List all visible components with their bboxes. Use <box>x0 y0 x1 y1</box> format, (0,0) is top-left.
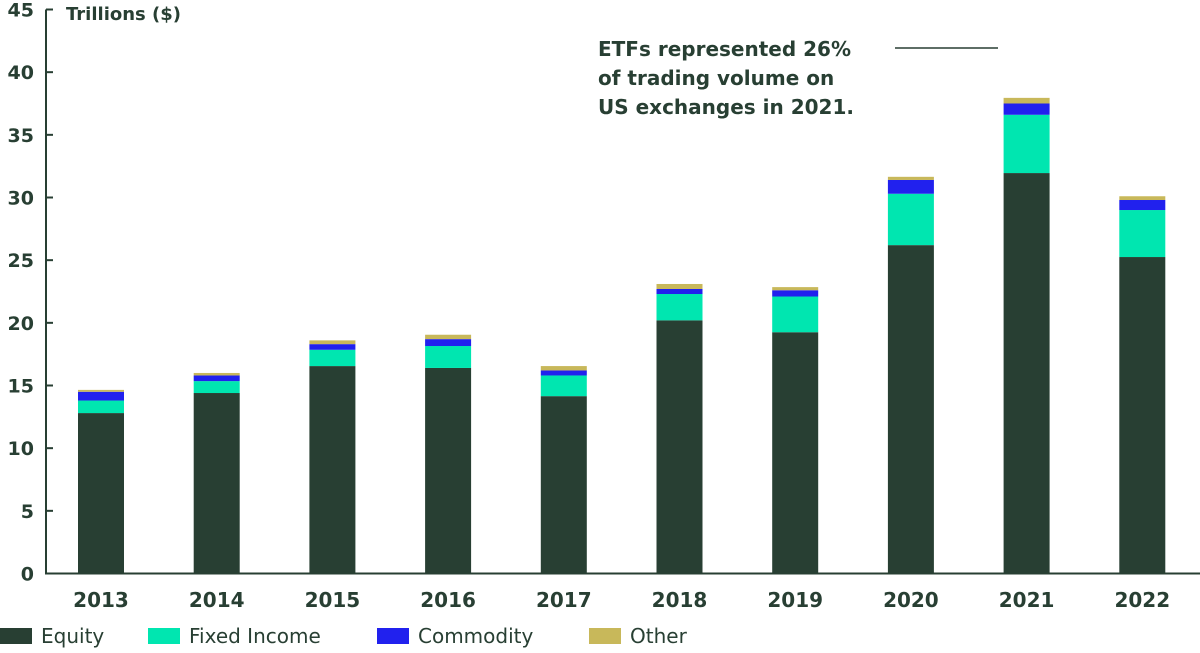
legend-item-commodity: Commodity <box>377 624 533 648</box>
bar-commodity-2019 <box>772 290 819 297</box>
bar-commodity-2013 <box>78 391 124 401</box>
bar-other-2015 <box>309 340 356 345</box>
bar-stack-2017 <box>540 366 587 574</box>
bar-equity-2016 <box>425 367 472 574</box>
y-tick-label: 15 <box>8 376 34 398</box>
legend-item-other: Other <box>589 624 688 648</box>
legend-label: Fixed Income <box>189 624 321 648</box>
legend-label: Equity <box>41 624 104 648</box>
y-tick-label: 0 <box>21 564 34 586</box>
bar-other-2014 <box>193 372 240 376</box>
bar-commodity-2018 <box>656 288 703 295</box>
x-tick-label: 2014 <box>189 588 245 612</box>
bar-fixed-income-2020 <box>887 193 934 246</box>
bar-equity-2021 <box>1003 173 1050 574</box>
annotation-text-line: of trading volume on <box>598 66 834 90</box>
bar-other-2019 <box>772 287 819 291</box>
bar-stack-2013 <box>78 389 124 574</box>
bar-stack-2016 <box>425 334 472 574</box>
legend-label: Commodity <box>418 624 533 648</box>
x-tick-label: 2021 <box>999 588 1055 612</box>
bar-stack-2022 <box>1119 196 1166 574</box>
x-tick-label: 2020 <box>883 588 939 612</box>
bar-stack-2014 <box>193 372 240 574</box>
bar-fixed-income-2014 <box>193 381 240 394</box>
bar-equity-2014 <box>193 393 240 574</box>
bar-commodity-2017 <box>540 370 587 376</box>
y-axis: 0 5 10 15 20 25 30 35 40 45 <box>8 0 53 586</box>
bar-fixed-income-2015 <box>309 349 356 367</box>
legend-item-equity: Equity <box>0 624 104 648</box>
bar-stack-2021 <box>1003 97 1050 574</box>
bar-other-2013 <box>78 389 124 392</box>
y-tick-label: 35 <box>8 125 34 147</box>
bar-commodity-2021 <box>1003 103 1050 115</box>
x-tick-label: 2016 <box>420 588 476 612</box>
bar-other-2017 <box>540 366 587 371</box>
bar-fixed-income-2018 <box>656 294 703 321</box>
y-tick-label: 5 <box>21 501 34 523</box>
bar-other-2022 <box>1119 196 1166 201</box>
annotation: ETFs represented 26% of trading volume on… <box>598 37 998 119</box>
y-axis-unit-label: Trillions ($) <box>66 4 181 25</box>
bar-commodity-2020 <box>887 179 934 194</box>
bar-fixed-income-2013 <box>78 400 124 414</box>
bar-equity-2018 <box>656 320 703 574</box>
annotation-text-line: US exchanges in 2021. <box>598 95 854 119</box>
bars <box>78 97 1166 574</box>
bar-commodity-2022 <box>1119 200 1166 211</box>
annotation-text-line: ETFs represented 26% <box>598 37 851 61</box>
x-tick-label: 2018 <box>652 588 708 612</box>
legend-swatch <box>0 628 32 644</box>
bar-equity-2019 <box>772 332 819 574</box>
bar-fixed-income-2019 <box>772 296 819 333</box>
y-tick-label: 30 <box>8 188 34 210</box>
legend-item-fixed-income: Fixed Income <box>148 624 321 648</box>
bar-stack-2019 <box>772 287 819 574</box>
bar-fixed-income-2017 <box>540 375 587 397</box>
y-tick-label: 40 <box>8 62 34 84</box>
bar-stack-2020 <box>887 176 934 574</box>
legend: Equity Fixed Income Commodity Other <box>0 624 688 648</box>
bar-other-2018 <box>656 283 703 289</box>
y-tick-label: 25 <box>8 250 34 272</box>
bar-other-2021 <box>1003 97 1050 104</box>
legend-swatch <box>148 628 180 644</box>
x-tick-label: 2019 <box>767 588 823 612</box>
y-tick-label: 20 <box>8 313 34 335</box>
x-axis: 2013 2014 2015 2016 2017 2018 2019 2020 2021 2022 <box>45 572 1200 612</box>
bar-commodity-2016 <box>425 339 472 347</box>
legend-swatch <box>589 628 621 644</box>
x-tick-label: 2017 <box>536 588 592 612</box>
x-tick-label: 2022 <box>1114 588 1170 612</box>
bar-other-2020 <box>887 176 934 180</box>
bar-equity-2015 <box>309 366 356 574</box>
bar-equity-2017 <box>540 396 587 574</box>
bar-commodity-2015 <box>309 344 356 350</box>
bar-equity-2013 <box>78 413 124 574</box>
bar-fixed-income-2021 <box>1003 114 1050 174</box>
y-tick-label: 10 <box>8 438 34 460</box>
bar-other-2016 <box>425 334 472 340</box>
x-tick-label: 2015 <box>305 588 361 612</box>
legend-label: Other <box>630 624 688 648</box>
bar-fixed-income-2022 <box>1119 210 1166 258</box>
bar-commodity-2014 <box>193 375 240 382</box>
legend-swatch <box>377 628 409 644</box>
bar-equity-2022 <box>1119 257 1166 574</box>
bar-stack-2015 <box>309 340 356 574</box>
x-tick-label: 2013 <box>73 588 129 612</box>
bar-stack-2018 <box>656 283 703 574</box>
bar-fixed-income-2016 <box>425 346 472 368</box>
bar-equity-2020 <box>887 245 934 574</box>
y-tick-label: 45 <box>8 0 34 22</box>
